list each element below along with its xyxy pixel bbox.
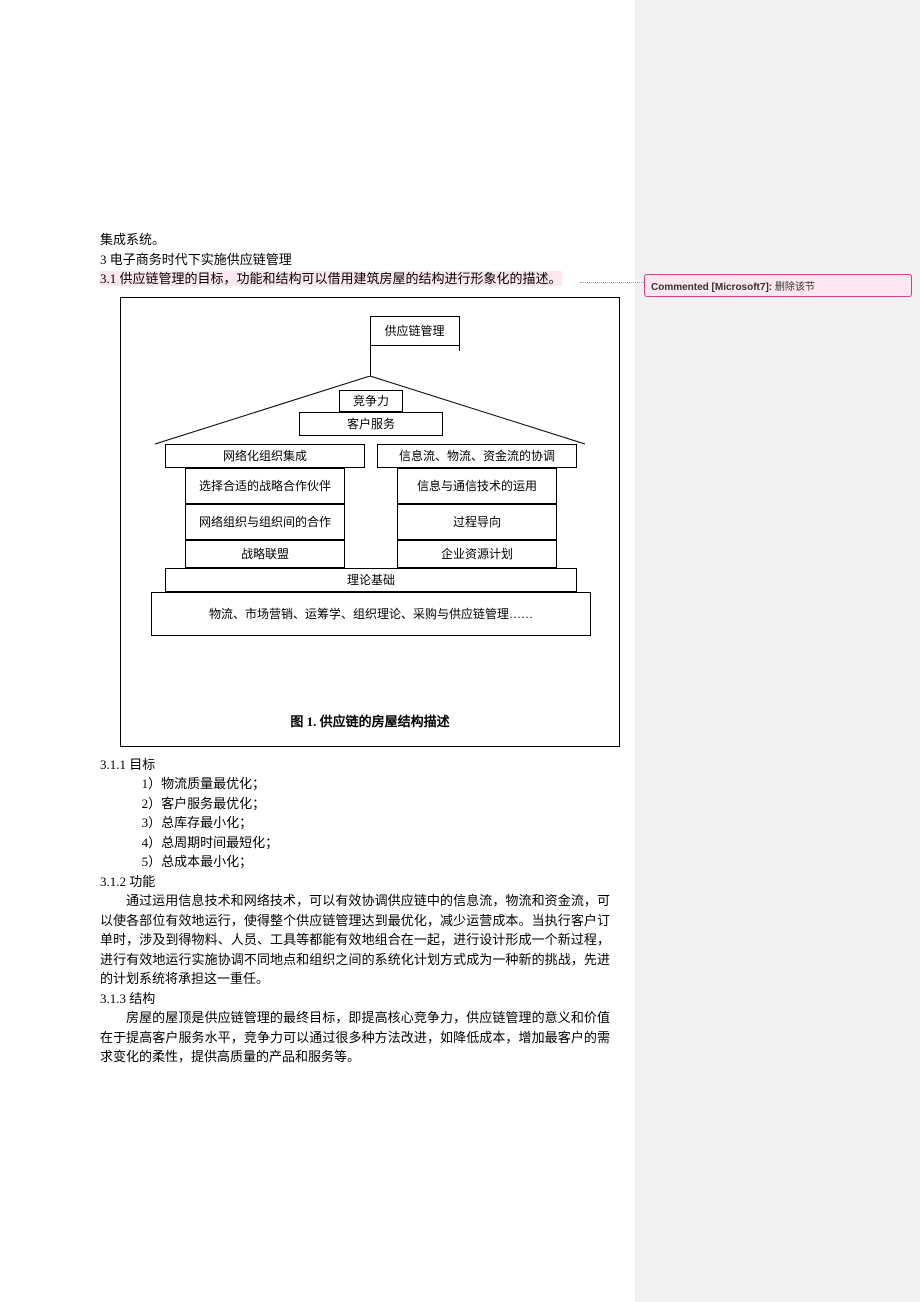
heading-3-1: 3.1 供应链管理的目标，功能和结构可以借用建筑房屋的结构进行形象化的描述。 <box>100 269 610 289</box>
heading-3: 3 电子商务时代下实施供应链管理 <box>100 250 610 270</box>
foundation-body: 物流、市场营销、运筹学、组织理论、采购与供应链管理…… <box>151 592 591 636</box>
cell-l3: 战略联盟 <box>185 540 345 568</box>
goal-item: 2）客户服务最优化； <box>142 794 610 814</box>
paragraph-struct: 房屋的屋顶是供应链管理的最终目标，即提高核心竞争力，供应链管理的意义和价值在于提… <box>100 1008 610 1067</box>
roof-box-2: 客户服务 <box>299 412 443 436</box>
paragraph-func: 通过运用信息技术和网络技术，可以有效协调供应链中的信息流，物流和资金流，可以使各… <box>100 891 610 989</box>
flag-label: 供应链管理 <box>384 322 444 340</box>
col-left-head: 网络化组织集成 <box>165 444 365 468</box>
document-body: 集成系统。 3 电子商务时代下实施供应链管理 3.1 供应链管理的目标，功能和结… <box>100 230 610 1067</box>
foundation-head: 理论基础 <box>165 568 577 592</box>
comment-text: 删除该节 <box>772 282 815 293</box>
comment-connector-line <box>580 282 650 283</box>
roof-box-1: 竞争力 <box>339 390 403 412</box>
comment-author-label: Commented [Microsoft7]: <box>651 282 772 293</box>
cell-l2: 网络组织与组织间的合作 <box>185 504 345 540</box>
cell-l1: 选择合适的战略合作伙伴 <box>185 468 345 504</box>
goal-item: 5）总成本最小化； <box>142 852 610 872</box>
heading-3-1-1: 3.1.1 目标 <box>100 755 610 775</box>
section-3-1-1: 3.1.1 目标 1）物流质量最优化； 2）客户服务最优化； 3）总库存最小化；… <box>100 755 610 1067</box>
goal-item: 4）总周期时间最短化； <box>142 833 610 853</box>
heading-3-1-3: 3.1.3 结构 <box>100 989 610 1009</box>
cell-r1: 信息与通信技术的运用 <box>397 468 557 504</box>
comment-pane <box>635 0 920 1302</box>
heading-3-1-2: 3.1.2 功能 <box>100 872 610 892</box>
goal-item: 3）总库存最小化； <box>142 813 610 833</box>
col-right-head: 信息流、物流、资金流的协调 <box>377 444 577 468</box>
comment-balloon[interactable]: Commented [Microsoft7]: 删除该节 <box>644 274 912 297</box>
cell-r2: 过程导向 <box>397 504 557 540</box>
commented-range[interactable]: 3.1 供应链管理的目标，功能和结构可以借用建筑房屋的结构进行形象化的描述。 <box>100 271 562 286</box>
figure-1-house: 供应链管理 竞争力 客户服务 网络化组织集成 信息流、物流、资金流的协调 选择合… <box>120 297 620 747</box>
goal-item: 1）物流质量最优化； <box>142 774 610 794</box>
cell-r3: 企业资源计划 <box>397 540 557 568</box>
text-line: 集成系统。 <box>100 230 610 250</box>
figure-caption: 图 1. 供应链的房屋结构描述 <box>121 712 619 732</box>
